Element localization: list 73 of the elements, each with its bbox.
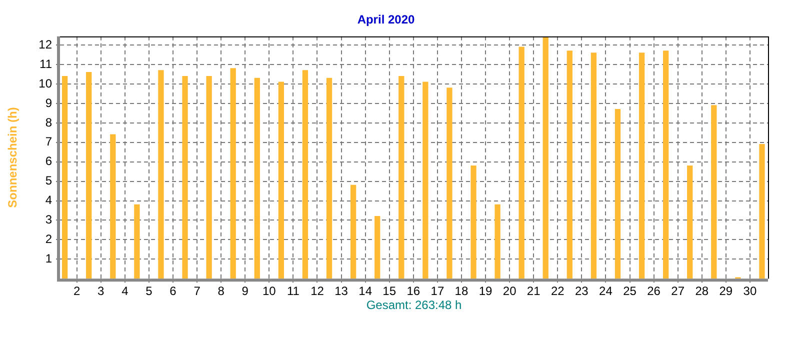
x-tick-label: 24 xyxy=(599,284,613,298)
x-tick-label: 27 xyxy=(671,284,685,298)
bar xyxy=(638,52,645,279)
y-tick-label: 5 xyxy=(45,174,52,188)
x-tick-label: 21 xyxy=(526,284,541,298)
x-tick-label: 25 xyxy=(623,284,637,298)
y-tick-label: 1 xyxy=(45,251,52,266)
y-tick-label: 12 xyxy=(38,37,52,52)
x-tick-label: 2 xyxy=(73,284,80,298)
bar xyxy=(302,70,308,279)
x-tick-label: 6 xyxy=(170,284,177,298)
x-tick-label: 30 xyxy=(743,284,757,298)
bar xyxy=(518,46,524,279)
bar xyxy=(687,165,693,279)
x-tick-label: 7 xyxy=(194,284,201,298)
x-tick-label: 16 xyxy=(406,284,420,298)
bar xyxy=(350,184,356,279)
x-tick-label: 23 xyxy=(575,284,589,298)
bar xyxy=(566,50,572,279)
x-tick-label: 12 xyxy=(310,284,324,298)
x-tick-label: 13 xyxy=(334,284,348,298)
x-tick-label: 18 xyxy=(454,284,468,298)
bar xyxy=(86,72,92,279)
y-tick-label: 8 xyxy=(45,115,52,130)
x-tick-label: 4 xyxy=(122,284,129,298)
x-tick-label: 11 xyxy=(286,284,300,298)
bar xyxy=(326,78,332,279)
y-tick-label: 4 xyxy=(45,193,52,208)
bar xyxy=(206,76,212,279)
x-tick-label: 26 xyxy=(647,284,661,298)
bar xyxy=(662,50,669,279)
y-tick-label: 7 xyxy=(45,134,52,149)
bar xyxy=(110,134,116,279)
x-tick-label: 20 xyxy=(502,284,517,298)
y-tick-label: 9 xyxy=(45,96,52,110)
bar xyxy=(230,68,236,279)
bar xyxy=(494,204,500,279)
bar xyxy=(470,165,476,279)
x-tick-label: 14 xyxy=(358,284,372,298)
bar xyxy=(374,216,380,279)
bar xyxy=(590,52,597,279)
x-tick-label: 28 xyxy=(695,284,709,298)
y-axis-title: Sonnenschein (h) xyxy=(6,107,20,208)
x-tick-label: 10 xyxy=(262,284,276,298)
bar xyxy=(759,144,765,279)
x-tick-label: 8 xyxy=(218,284,225,298)
bar xyxy=(62,76,68,279)
x-tick-label: 3 xyxy=(98,284,105,298)
text: Gesamt: 263:48 h xyxy=(366,298,462,312)
x-tick-label: 17 xyxy=(430,284,444,298)
y-tick-label: 3 xyxy=(45,212,52,227)
bar xyxy=(398,76,404,279)
bar xyxy=(614,109,621,279)
bar xyxy=(278,82,284,279)
x-tick-label: 15 xyxy=(382,284,396,298)
bar xyxy=(182,76,188,279)
bar xyxy=(446,88,452,279)
bar xyxy=(254,78,260,279)
x-tick-label: 22 xyxy=(550,284,565,298)
y-tick-label: 10 xyxy=(38,76,52,90)
bar xyxy=(542,37,548,279)
bar xyxy=(422,82,428,279)
chart-title: April 2020 xyxy=(357,12,415,27)
x-tick-label: 29 xyxy=(719,284,733,298)
y-tick-label: 6 xyxy=(45,154,52,168)
bar xyxy=(711,105,717,279)
x-tick-label: 5 xyxy=(146,284,153,298)
bar xyxy=(158,70,164,279)
x-tick-label: 19 xyxy=(478,284,493,298)
y-tick-label: 2 xyxy=(45,232,52,246)
bar xyxy=(134,204,140,279)
x-tick-label: 9 xyxy=(242,284,249,298)
y-tick-label: 11 xyxy=(40,56,52,71)
